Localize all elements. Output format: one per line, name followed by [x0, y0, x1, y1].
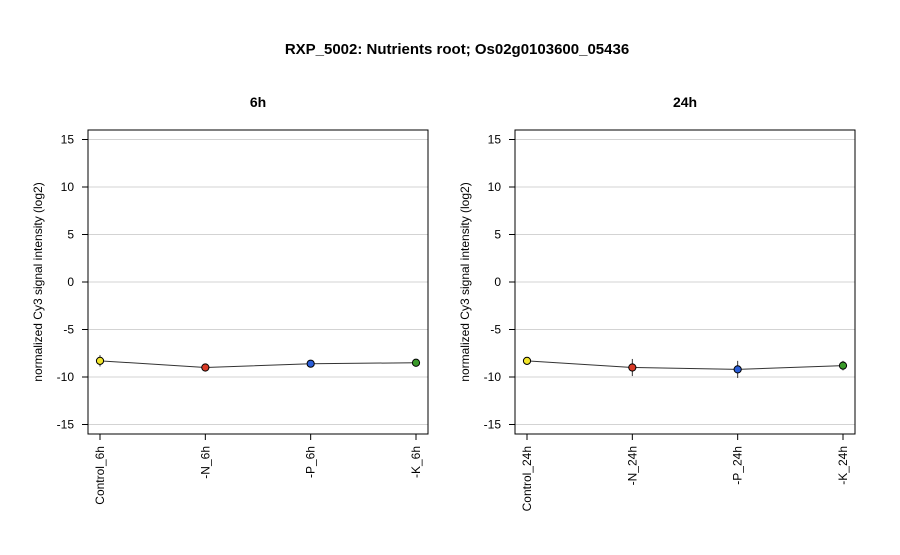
y-axis-label: normalized Cy3 signal intensity (log2)	[31, 182, 45, 381]
series-line	[99, 360, 417, 369]
x-tick-label: -N_6h	[198, 446, 212, 479]
x-tick-label: Control_24h	[520, 446, 534, 511]
y-tick-label: 15	[488, 133, 502, 147]
data-point	[628, 363, 637, 372]
y-axis-label: normalized Cy3 signal intensity (log2)	[458, 182, 472, 381]
data-point	[522, 356, 532, 365]
y-tick-label: 15	[61, 133, 75, 147]
y-tick-label: -5	[63, 323, 74, 337]
data-point	[733, 365, 742, 374]
y-tick-label: -10	[57, 370, 75, 384]
y-tick-label: -15	[57, 418, 75, 432]
y-tick-label: 0	[494, 275, 501, 289]
y-tick-label: 10	[488, 180, 502, 194]
y-tick-label: -10	[484, 370, 502, 384]
x-tick-label: -P_6h	[304, 446, 318, 478]
chart-panel-1: 24h -15 -10 -5 0 5 10 15 normalized Cy3 signal i…	[458, 94, 856, 511]
y-tick-label: 10	[61, 180, 75, 194]
y-tick-label: 5	[67, 228, 74, 242]
panel-title: 24h	[673, 94, 697, 110]
y-tick-label: 5	[494, 228, 501, 242]
series-line	[526, 360, 844, 370]
panel-title: 6h	[250, 94, 266, 110]
x-tick-label: -K_24h	[836, 446, 850, 485]
data-point	[411, 358, 421, 367]
chart-main-title: RXP_5002: Nutrients root; Os02g0103600_0…	[285, 41, 629, 58]
data-point	[201, 363, 210, 372]
data-point	[95, 356, 105, 365]
data-point	[306, 359, 315, 368]
data-point	[838, 361, 848, 370]
x-tick-label: -P_24h	[731, 446, 745, 485]
x-tick-label: -K_6h	[409, 446, 423, 478]
x-tick-label: Control_6h	[93, 446, 107, 505]
y-tick-label: 0	[67, 275, 74, 289]
x-tick-label: -N_24h	[625, 446, 639, 485]
y-tick-label: -5	[490, 323, 501, 337]
y-tick-label: -15	[484, 418, 502, 432]
chart-panel-0: 6h -15 -10 -5 0 5 10 15 normalized Cy3 signal in…	[31, 94, 429, 505]
